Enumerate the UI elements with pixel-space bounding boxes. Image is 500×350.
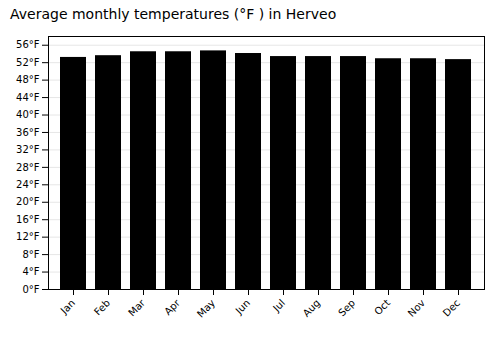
- svg-text:Jan: Jan: [58, 297, 77, 316]
- svg-text:Jul: Jul: [270, 297, 287, 314]
- svg-text:48°F: 48°F: [16, 74, 40, 85]
- svg-text:0°F: 0°F: [22, 284, 39, 295]
- svg-text:16°F: 16°F: [16, 214, 40, 225]
- svg-text:36°F: 36°F: [16, 127, 40, 138]
- svg-text:56°F: 56°F: [16, 39, 40, 50]
- svg-text:Sep: Sep: [336, 297, 357, 318]
- svg-text:Mar: Mar: [126, 297, 148, 319]
- svg-text:44°F: 44°F: [16, 92, 40, 103]
- svg-text:52°F: 52°F: [16, 57, 40, 68]
- svg-text:20°F: 20°F: [16, 196, 40, 207]
- svg-text:Jun: Jun: [233, 297, 253, 317]
- svg-text:24°F: 24°F: [16, 179, 40, 190]
- svg-text:May: May: [195, 297, 217, 319]
- svg-text:40°F: 40°F: [16, 109, 40, 120]
- html-text:Average monthly temperatures (: Average monthly temperatures (°F ) in He…: [10, 6, 337, 22]
- svg-text:Nov: Nov: [406, 297, 428, 319]
- svg-text:Oct: Oct: [372, 297, 392, 317]
- svg-text:Aug: Aug: [301, 297, 323, 319]
- svg-text:28°F: 28°F: [16, 162, 40, 173]
- svg-text:4°F: 4°F: [22, 266, 39, 277]
- svg-text:12°F: 12°F: [16, 231, 40, 242]
- svg-text:8°F: 8°F: [22, 249, 39, 260]
- svg-text:Apr: Apr: [162, 297, 183, 318]
- svg-text:Dec: Dec: [441, 297, 462, 318]
- svg-text:Feb: Feb: [92, 297, 112, 317]
- svg-text:32°F: 32°F: [16, 144, 40, 155]
